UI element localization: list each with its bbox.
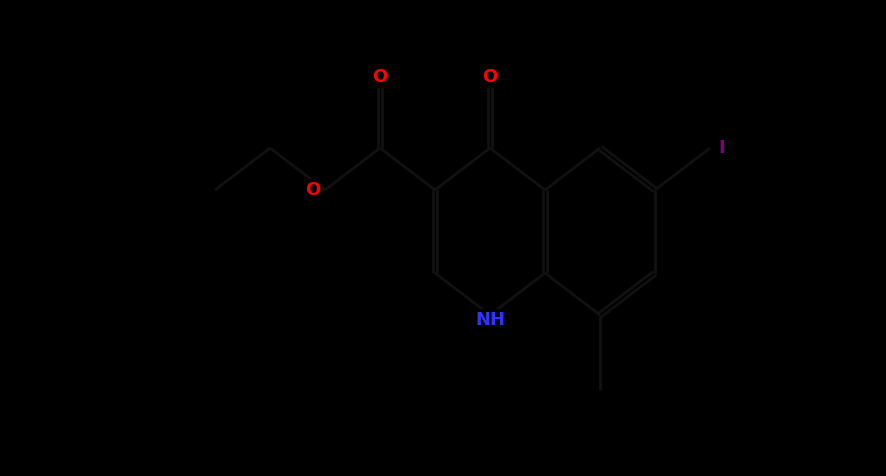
Text: NH: NH bbox=[475, 311, 504, 329]
Text: O: O bbox=[305, 181, 320, 199]
Text: O: O bbox=[482, 68, 497, 86]
Text: O: O bbox=[372, 68, 387, 86]
Text: I: I bbox=[718, 139, 725, 157]
